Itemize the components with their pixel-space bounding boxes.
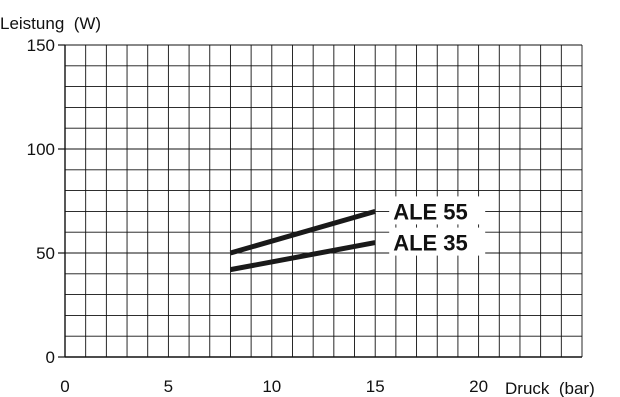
tick-labels: 0 50 100 150 0 5 10 15 20 (27, 36, 488, 396)
y-tick-label: 50 (36, 244, 55, 263)
series-labels: ALE 55 ALE 35 (389, 196, 486, 256)
y-axis-label: Leistung (W) (0, 14, 101, 33)
series-lines (229, 208, 376, 273)
y-tick-label: 100 (27, 140, 55, 159)
series-line (229, 208, 376, 256)
x-tick-label: 10 (262, 377, 281, 396)
x-tick-label: 5 (164, 377, 173, 396)
axes (58, 44, 65, 358)
y-tick-label: 150 (27, 36, 55, 55)
series-label-background (389, 196, 486, 225)
series-label-background (389, 227, 486, 256)
x-tick-label: 0 (60, 377, 69, 396)
series-label: ALE 35 (393, 231, 468, 256)
x-axis-label: Druck (bar) (505, 379, 595, 397)
grid (64, 44, 583, 358)
series-line (229, 240, 376, 273)
y-tick-label: 0 (46, 348, 55, 367)
x-tick-label: 15 (366, 377, 385, 396)
series-label: ALE 55 (393, 199, 468, 224)
x-tick-label: 20 (469, 377, 488, 396)
